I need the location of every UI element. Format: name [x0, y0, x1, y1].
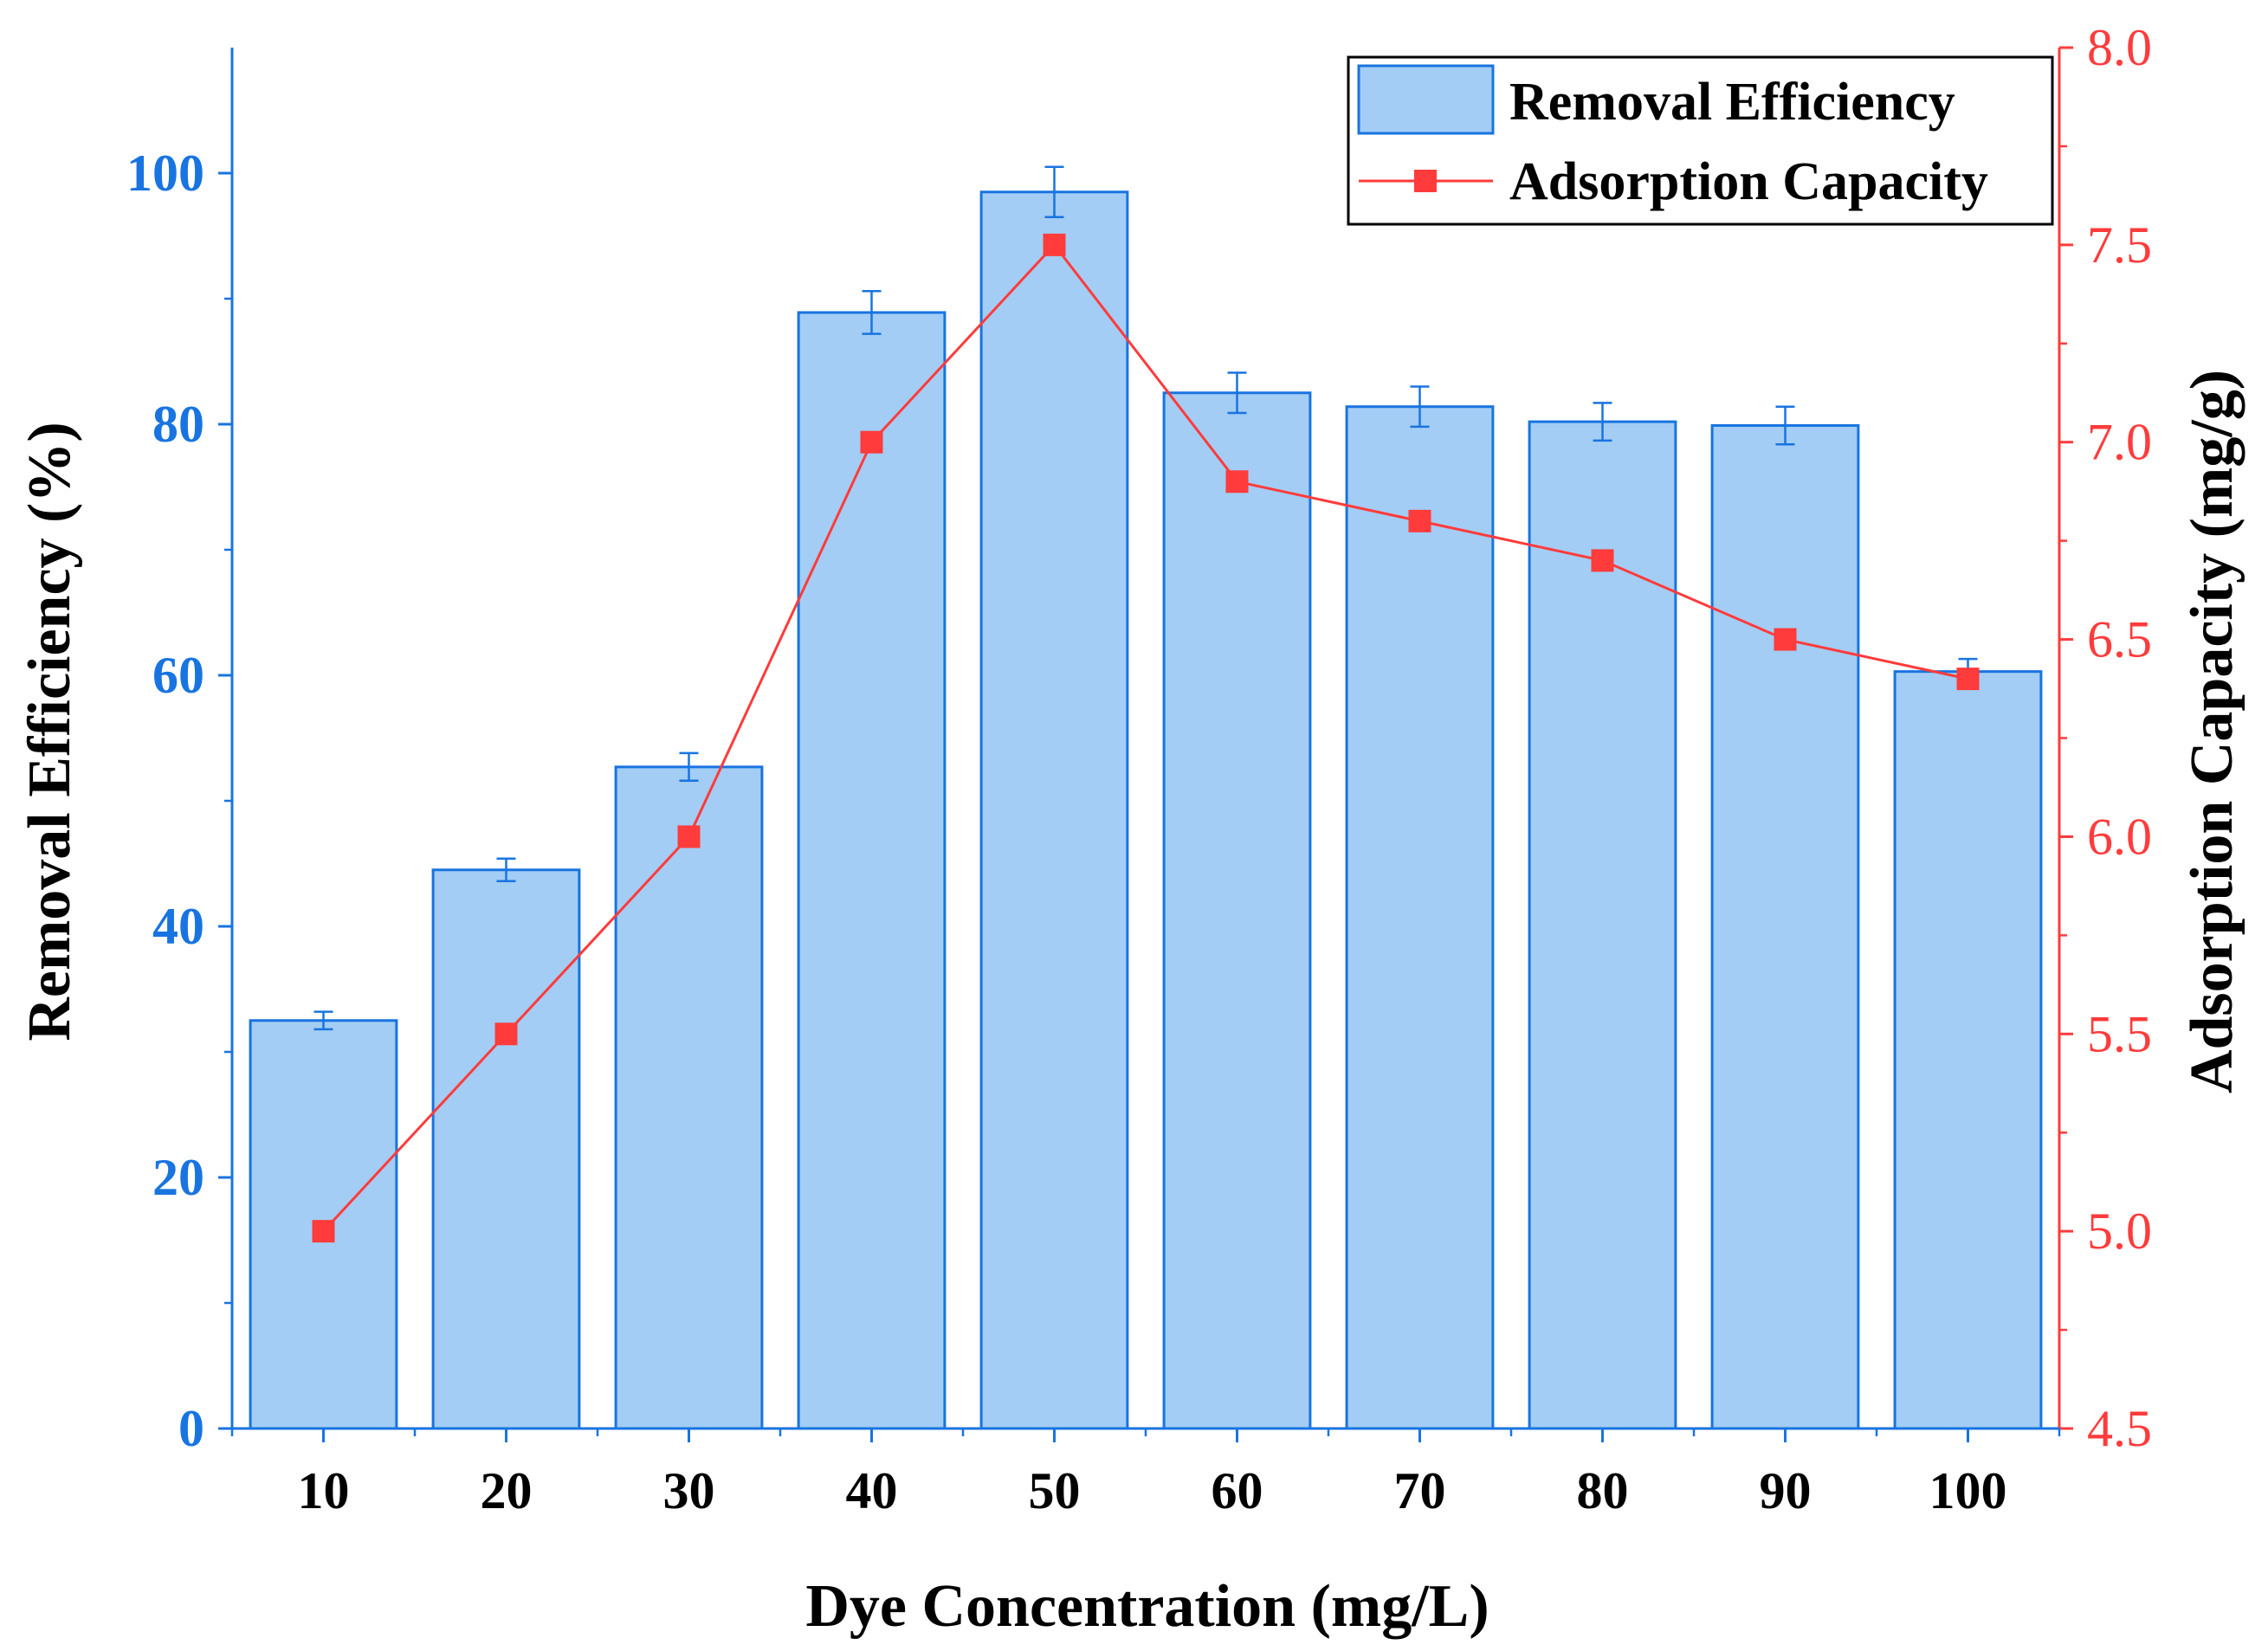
x-tick-label: 10 — [298, 1462, 350, 1519]
left-tick-label: 100 — [126, 145, 204, 202]
legend: Removal Efficiency Adsorption Capacity — [1347, 55, 2054, 226]
adsorption-point-60 — [1225, 470, 1249, 493]
left-tick-label: 40 — [152, 898, 204, 955]
adsorption-point-90 — [1774, 628, 1797, 651]
left-tick-label: 20 — [152, 1149, 204, 1206]
x-tick-label: 90 — [1760, 1462, 1812, 1519]
left-tick-label: 80 — [152, 396, 204, 453]
right-tick-label: 4.5 — [2087, 1400, 2152, 1457]
errorbar-60 — [1227, 371, 1247, 415]
errorbar-80 — [1593, 402, 1612, 442]
x-tick-label: 50 — [1029, 1462, 1081, 1519]
adsorption-point-50 — [1043, 233, 1066, 256]
x-tick-label: 70 — [1394, 1462, 1446, 1519]
left-axis-label: Removal Efficiency (%) — [16, 422, 83, 1041]
adsorption-capacity-line — [322, 242, 1968, 1233]
x-tick-label: 60 — [1212, 1462, 1263, 1519]
x-axis-label: Dye Concentration (mg/L) — [805, 1573, 1489, 1640]
errorbar-20 — [496, 857, 516, 883]
right-tick-label: 7.5 — [2087, 216, 2152, 274]
errorbars-layer — [313, 165, 1978, 1031]
adsorption-point-30 — [677, 825, 701, 848]
x-tick-label: 80 — [1577, 1462, 1629, 1519]
errorbar-10 — [313, 1010, 333, 1031]
right-tick-label: 5.0 — [2087, 1203, 2152, 1260]
x-tick-label: 20 — [481, 1462, 533, 1519]
errorbar-70 — [1410, 385, 1430, 429]
bar-50 — [979, 190, 1129, 1430]
errorbar-30 — [679, 751, 699, 783]
x-tick-label: 30 — [663, 1462, 715, 1519]
left-tick-label: 60 — [152, 647, 204, 704]
bar-40 — [797, 311, 947, 1430]
adsorption-point-80 — [1591, 549, 1614, 572]
adsorption-point-70 — [1408, 509, 1431, 532]
right-tick-label: 7.0 — [2087, 414, 2152, 471]
right-tick-label: 5.5 — [2087, 1005, 2152, 1062]
left-tick-label: 0 — [178, 1400, 204, 1457]
legend-bar-swatch — [1357, 64, 1495, 135]
line-layer — [312, 233, 1980, 1243]
adsorption-point-20 — [494, 1022, 518, 1046]
axes-layer: 0 20 40 60 80 100 4.5 5.0 5.5 6.0 6.5 7.0 7.5 8.0 10 20… — [126, 19, 2152, 1519]
errorbar-50 — [1044, 165, 1064, 218]
bar-70 — [1345, 405, 1495, 1430]
adsorption-point-100 — [1956, 667, 1980, 691]
bar-60 — [1162, 391, 1312, 1430]
legend-label-removal: Removal Efficiency — [1509, 73, 1955, 132]
adsorption-point-40 — [860, 430, 883, 454]
x-tick-label: 100 — [1929, 1462, 2007, 1519]
bar-20 — [431, 868, 581, 1430]
adsorption-point-10 — [312, 1220, 335, 1243]
legend-marker-swatch — [1414, 170, 1437, 192]
right-tick-label: 6.5 — [2087, 611, 2152, 668]
bar-30 — [614, 765, 764, 1430]
bar-100 — [1893, 670, 2043, 1430]
bar-90 — [1710, 423, 1860, 1430]
errorbar-90 — [1775, 405, 1795, 446]
x-tick-label: 40 — [846, 1462, 898, 1519]
right-axis-label: Adsorption Capacity (mg/g) — [2179, 370, 2245, 1093]
right-tick-label: 6.0 — [2087, 808, 2152, 865]
errorbar-40 — [862, 290, 882, 335]
legend-label-adsorption: Adsorption Capacity — [1509, 152, 1988, 211]
bars-layer — [249, 190, 2043, 1430]
bar-80 — [1528, 420, 1677, 1430]
right-tick-label: 8.0 — [2087, 19, 2152, 76]
